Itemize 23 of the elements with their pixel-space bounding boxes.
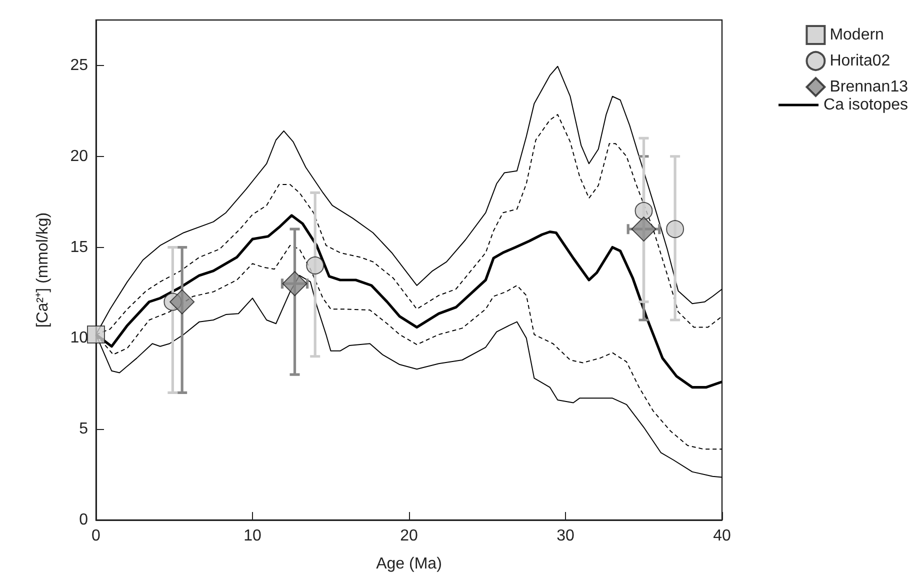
x-tick-label: 10	[244, 528, 262, 544]
point	[666, 220, 684, 238]
y-tick-label: 5	[79, 420, 88, 438]
legend-label: Horita02	[830, 52, 890, 70]
point	[631, 216, 656, 242]
x-axis-title: Age (Ma)	[376, 556, 442, 572]
y-tick-label: 25	[70, 56, 88, 74]
legend-label: Brennan13	[830, 78, 908, 96]
x-tick-label: 40	[713, 528, 731, 544]
legend-label: Modern	[830, 26, 884, 44]
point	[282, 271, 308, 296]
x-tick-label: 20	[400, 528, 418, 544]
y-tick-label: 15	[70, 238, 88, 256]
x-tick-label: 30	[556, 528, 574, 544]
point	[87, 326, 105, 344]
y-axis-title: [Ca²⁺] (mmol/kg)	[34, 212, 52, 328]
point	[634, 202, 653, 220]
point	[170, 289, 195, 314]
legend-label: Ca isotopes	[824, 96, 908, 114]
y-tick-label: 20	[70, 148, 88, 165]
y-tick-label: 0	[79, 512, 88, 528]
x-tick-label: 0	[92, 528, 101, 544]
point	[306, 256, 324, 274]
